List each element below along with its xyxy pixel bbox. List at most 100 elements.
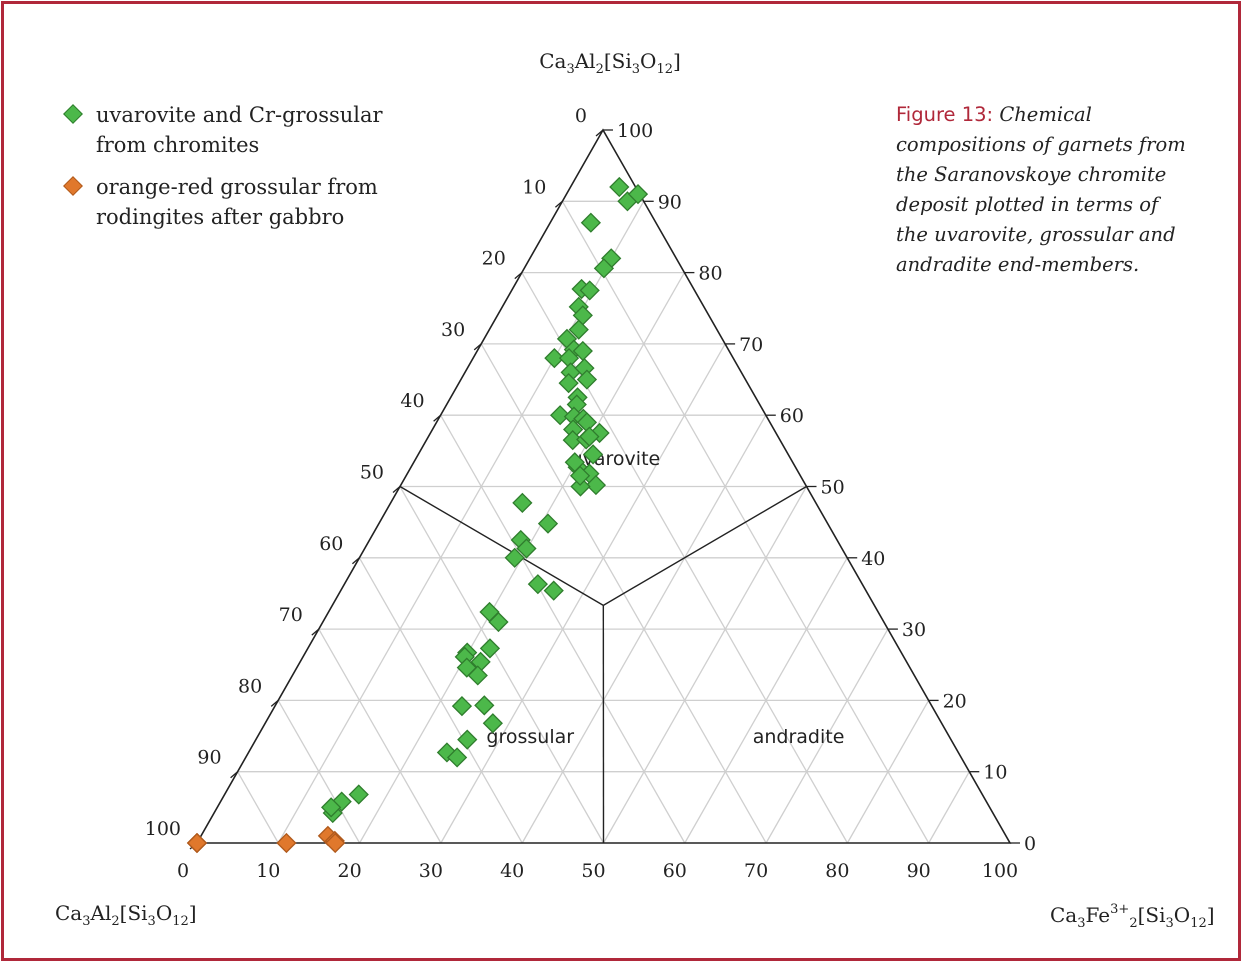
- tick-left: [351, 557, 360, 565]
- tick-label-left: 10: [522, 176, 546, 198]
- data-point-uvarovite: [576, 369, 598, 390]
- grid-line-falling: [440, 414, 686, 844]
- data-point-uvarovite: [321, 797, 342, 818]
- tick-left: [230, 771, 239, 779]
- data-point-uvarovite: [488, 611, 509, 633]
- data-point-grossular: [325, 832, 346, 854]
- tick-label-left: 80: [238, 675, 262, 697]
- tick-label-bottom: 80: [825, 860, 849, 882]
- tick-label-bottom: 70: [744, 860, 768, 882]
- subscript-al-left: 2: [111, 914, 119, 929]
- grid-line-falling: [318, 628, 442, 844]
- data-point-uvarovite: [558, 373, 579, 394]
- region-boundary-line: [602, 485, 807, 606]
- tick-left: [473, 343, 482, 351]
- legend: uvarovite and Cr-grossular from chromite…: [62, 100, 426, 244]
- data-point-uvarovite: [572, 305, 593, 326]
- tick-label-left: 20: [482, 248, 506, 270]
- data-point-uvarovite: [576, 412, 598, 433]
- legend-marker-orange-diamond: [63, 176, 83, 196]
- tick-left: [433, 414, 442, 422]
- apex-label-bottom-right: Ca3Fe3+2[Si3O12]: [1050, 902, 1215, 931]
- grid-line-rising: [602, 486, 808, 844]
- legend-label-grossular: orange-red grossular from rodingites aft…: [96, 175, 378, 229]
- data-point-uvarovite: [585, 474, 607, 496]
- tick-label-bottom: 60: [663, 860, 687, 882]
- grid-line-falling: [277, 700, 361, 844]
- apex-top-al: Al: [574, 49, 596, 73]
- subscript-o-left: 12: [172, 914, 189, 929]
- apex-right-fe: Fe: [1086, 903, 1111, 927]
- tick-left: [270, 699, 279, 707]
- subscript-al-top: 2: [596, 62, 604, 77]
- tick-label-left: 70: [279, 604, 303, 626]
- tick-label-bottom: 20: [338, 860, 362, 882]
- apex-right-o: O: [1174, 903, 1190, 927]
- grid-line-rising: [765, 628, 889, 844]
- tick-label-right: 80: [698, 263, 722, 285]
- apex-top-close: ]: [673, 49, 681, 73]
- data-point-uvarovite: [512, 492, 533, 514]
- data-point-uvarovite: [467, 665, 488, 686]
- tick-label-right: 0: [1024, 833, 1036, 855]
- data-point-uvarovite: [562, 430, 583, 451]
- data-point-uvarovite: [446, 747, 468, 768]
- data-point-uvarovite: [544, 348, 565, 369]
- subscript-si-right: 3: [1166, 916, 1174, 931]
- tick-label-bottom: 50: [581, 860, 605, 882]
- tick-label-right: 90: [658, 191, 682, 213]
- tick-label-left: 90: [197, 747, 221, 769]
- data-point-uvarovite: [609, 176, 630, 198]
- subscript-ca-top: 3: [566, 62, 574, 77]
- data-point-uvarovite: [570, 476, 591, 497]
- tick-label-right: 70: [739, 334, 763, 356]
- legend-label-uvarovite: uvarovite and Cr-grossular from chromite…: [96, 103, 383, 157]
- tick-label-right: 10: [983, 762, 1007, 784]
- apex-left-al: Al: [90, 901, 112, 925]
- tick-left: [392, 486, 401, 493]
- tick-label-bottom: 30: [419, 860, 443, 882]
- region-label-andradite: andradite: [753, 726, 845, 748]
- data-point-uvarovite: [457, 729, 478, 750]
- tick-label-left: 50: [360, 462, 384, 484]
- apex-right-si: [Si: [1138, 903, 1166, 927]
- subscript-si-top: 3: [632, 62, 640, 77]
- apex-top-o: O: [640, 49, 656, 73]
- data-point-uvarovite: [564, 452, 585, 473]
- data-point-uvarovite: [479, 638, 501, 659]
- data-point-uvarovite: [474, 695, 495, 716]
- data-point-uvarovite: [579, 426, 600, 447]
- tick-left: [595, 129, 604, 137]
- subscript-si-left: 3: [148, 914, 156, 929]
- tick-label-right: 50: [821, 477, 845, 499]
- tick-label-right: 20: [943, 690, 967, 712]
- data-point-uvarovite: [558, 348, 580, 369]
- data-point-uvarovite: [580, 212, 601, 233]
- apex-label-bottom-left: Ca3Al2[Si3O12]: [55, 901, 197, 929]
- apex-left-close: ]: [189, 901, 197, 925]
- region-boundary-line: [399, 485, 604, 606]
- tick-left: [514, 272, 523, 280]
- figure-caption-text: Chemical compositions of garnets from th…: [896, 103, 1186, 276]
- tick-label-left: 0: [575, 105, 587, 127]
- region-label-grossular: grossular: [486, 726, 574, 748]
- figure-caption: Figure 13: Chemical compositions of garn…: [896, 100, 1196, 280]
- data-points: [186, 176, 649, 854]
- tick-label-bottom: 10: [256, 860, 280, 882]
- legend-item-grossular: orange-red grossular from rodingites aft…: [62, 172, 426, 232]
- tick-label-right: 60: [780, 405, 804, 427]
- data-point-uvarovite: [504, 547, 525, 568]
- grid-line-falling: [399, 486, 605, 844]
- subscript-ca-right: 3: [1077, 916, 1085, 931]
- data-point-uvarovite: [348, 784, 369, 805]
- data-point-uvarovite: [470, 651, 491, 673]
- subscript-ca-left: 3: [82, 914, 90, 929]
- grid-line-falling: [237, 771, 279, 844]
- tick-label-right: 40: [861, 548, 885, 570]
- grid-line-rising: [928, 771, 970, 844]
- legend-item-uvarovite: uvarovite and Cr-grossular from chromite…: [62, 100, 426, 160]
- tick-label-bottom: 90: [907, 860, 931, 882]
- figure-label: Figure 13:: [896, 103, 994, 126]
